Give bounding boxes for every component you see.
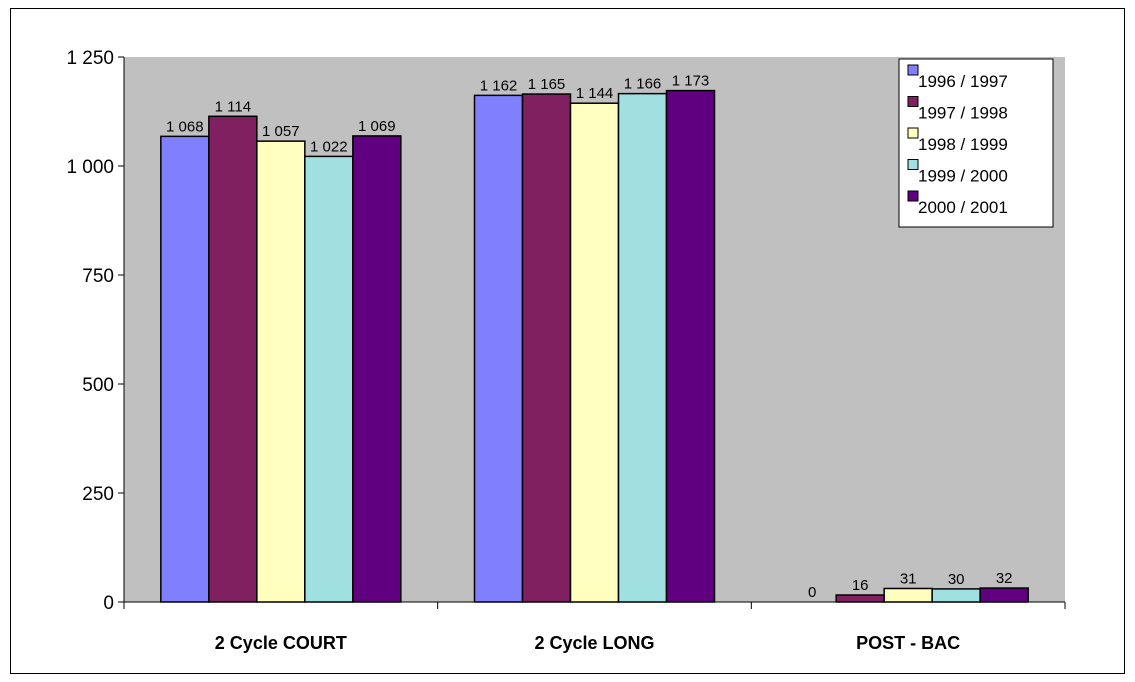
legend-swatch [907, 190, 919, 202]
data-label: 31 [900, 570, 917, 587]
data-label: 1 057 [262, 123, 300, 140]
data-label: 1 114 [215, 98, 251, 115]
legend-swatch [907, 64, 919, 76]
data-label: 1 144 [576, 85, 614, 102]
data-labels: 1 068 1 114 1 057 1 022 1 069 1 162 1 165 1 144… [166, 73, 1012, 601]
category-label: 2 Cycle COURT [215, 633, 347, 653]
legend-entry: 1999 / 2000 [918, 167, 1008, 186]
legend-entry: 2000 / 2001 [918, 198, 1008, 217]
bar [883, 587, 933, 603]
legend-box [898, 58, 1054, 228]
bar [665, 89, 716, 603]
y-axis: 0 250 500 750 1 000 1 250 [66, 48, 125, 614]
bars [160, 89, 1029, 603]
legend-swatch [907, 159, 919, 170]
bar [569, 102, 620, 603]
bar [979, 587, 1029, 603]
legend-swatch [907, 96, 919, 107]
category-label: 2 Cycle LONG [534, 633, 654, 653]
bar [835, 594, 885, 603]
bar [160, 135, 210, 603]
bar [473, 94, 524, 603]
legend-entry: 1996 / 1997 [918, 72, 1008, 91]
data-label: 1 165 [528, 76, 566, 93]
legend-entry: 1998 / 1999 [918, 135, 1008, 154]
legend-swatch [907, 127, 919, 139]
data-label: 32 [996, 570, 1013, 587]
bar [617, 92, 668, 603]
bar [521, 93, 572, 603]
data-label: 1 069 [358, 118, 396, 135]
data-label: 1 162 [480, 77, 518, 94]
data-label: 0 [808, 584, 816, 601]
data-label: 30 [948, 571, 965, 588]
category-label: POST - BAC [856, 633, 960, 653]
y-tick-label: 250 [82, 484, 114, 505]
data-label: 1 173 [672, 73, 710, 90]
y-tick-label: 750 [82, 266, 114, 287]
legend-entry: 1997 / 1998 [918, 104, 1008, 123]
y-tick-label: 500 [82, 375, 114, 396]
x-axis: 2 Cycle COURT 2 Cycle LONG POST - BAC [123, 601, 1066, 653]
legend: 1996 / 1997 1997 / 1998 1998 / 1999 1999 / … [898, 58, 1054, 228]
bar [208, 115, 258, 603]
data-label: 16 [852, 577, 869, 594]
data-label: 1 068 [166, 118, 204, 135]
bar [352, 135, 402, 603]
y-tick-label: 1 250 [66, 48, 114, 69]
data-label: 1 166 [624, 76, 662, 93]
data-label: 1 022 [310, 138, 348, 155]
y-tick-label: 0 [103, 593, 114, 614]
bar [931, 588, 981, 603]
bar [256, 140, 306, 603]
y-tick-label: 1 000 [66, 157, 114, 178]
bar [304, 155, 354, 603]
chart-frame: 0 250 500 750 1 000 1 250 2 Cycle COURT 2 Cycl… [10, 8, 1125, 674]
